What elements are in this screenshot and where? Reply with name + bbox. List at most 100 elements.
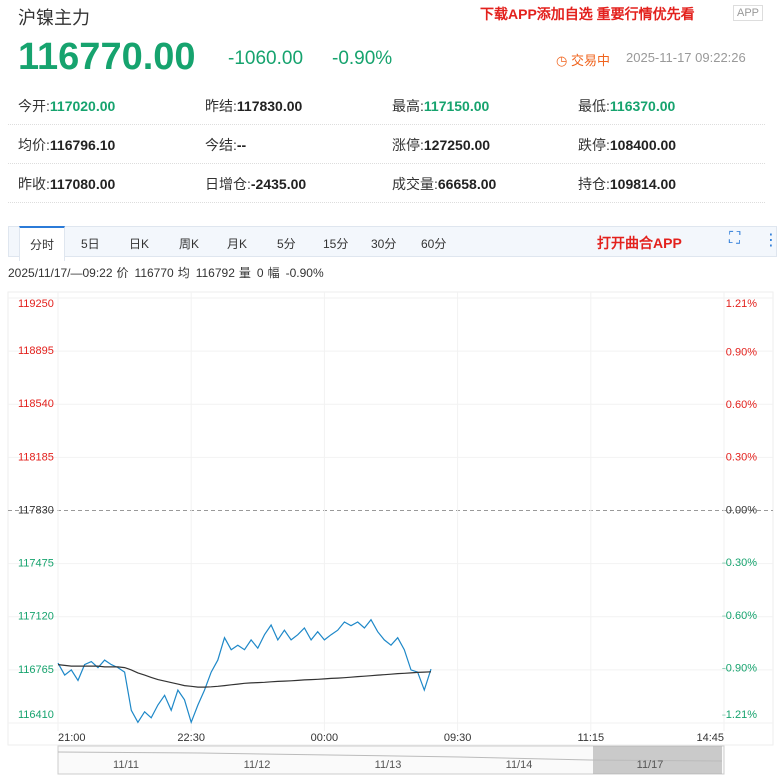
stat-value: 117020.00 [49, 98, 116, 114]
stat-label: 持仓: [578, 176, 610, 192]
stat-value: 66658.00 [437, 176, 497, 192]
stat-value: 117830.00 [236, 98, 303, 114]
navigator-trend [57, 751, 723, 762]
x-tick-label: 09:30 [444, 732, 472, 744]
title: 沪镍主力 [18, 8, 90, 28]
y2-tick-label: 0.30% [726, 452, 757, 464]
tab[interactable]: 5日 [81, 237, 100, 251]
price-line [57, 618, 432, 725]
open-app[interactable]: 打开曲合APP [597, 235, 682, 251]
tab[interactable]: 15分 [323, 237, 349, 251]
y2-tick-label: -0.90% [722, 662, 757, 674]
info-item: 价 [116, 266, 129, 280]
promo[interactable]: 下载APP添加自选 重要行情优先看 [480, 6, 695, 22]
y-tick-label: 116410 [18, 709, 54, 721]
x-tick-label: 14:45 [696, 732, 724, 744]
tab[interactable]: 日K [129, 237, 150, 251]
y-tick-label: 117120 [18, 611, 54, 623]
x-tick-label: 21:00 [58, 732, 86, 744]
info-item: 116792 [195, 266, 235, 280]
stat-value: -- [236, 137, 247, 153]
info-item: -0.90% [285, 266, 324, 280]
stat-value: 117080.00 [49, 176, 116, 192]
tab-bar: 打开曲合APP ⛶ ⋮ 分时 5日 日K 周K 月K 5分 15分 30分 60分 [8, 226, 779, 261]
price: 116770.00 [18, 36, 196, 78]
info-item: 2025/11/17/—09:22 [8, 266, 113, 280]
stat-label: 跌停: [578, 137, 610, 153]
stat-label: 均价: [18, 137, 50, 153]
stat-label: 最低: [578, 98, 610, 114]
y-tick-label: 116765 [18, 664, 54, 676]
stat: 均价:116796.10 [18, 135, 115, 155]
stat-value: 116370.00 [609, 98, 676, 114]
stat: 最高:117150.00 [392, 96, 489, 116]
y-tick-label: 119250 [18, 298, 54, 310]
y2-tick-label: 0.00% [726, 504, 757, 516]
y2-tick-label: -0.30% [722, 557, 757, 569]
change-pct: -0.90% [332, 48, 393, 69]
info-item: 均 [177, 266, 190, 280]
stat-label: 涨停: [392, 137, 424, 153]
stat: 今开:117020.00 [18, 96, 115, 116]
stat-label: 今结: [205, 137, 237, 153]
x-tick-label: 22:30 [177, 732, 205, 744]
y-tick-label: 118185 [18, 451, 54, 463]
info-item: 量 [238, 266, 251, 280]
x-tick-label: 11:15 [577, 732, 604, 744]
fullscreen-icon[interactable]: ⛶ [729, 230, 741, 247]
stat-value: 108400.00 [609, 137, 677, 153]
stat-label: 昨结: [205, 98, 237, 114]
app-badge[interactable]: APP [733, 5, 764, 21]
info-item: 116770 [134, 266, 174, 280]
info-item: 0 [256, 266, 264, 280]
navigator-label: 11/11 [113, 759, 139, 771]
tab[interactable]: 5分 [277, 237, 296, 251]
stat-label: 今开: [18, 98, 50, 114]
y-tick-label: 117475 [18, 558, 54, 570]
y2-tick-label: 1.21% [726, 298, 757, 310]
stat-label: 最高: [392, 98, 424, 114]
stat: 涨停:127250.00 [392, 135, 490, 155]
menu-icon[interactable]: ⋮ [763, 232, 779, 249]
tab[interactable]: 60分 [421, 237, 447, 251]
info-item: 幅 [267, 266, 280, 280]
tab[interactable]: 周K [179, 237, 200, 251]
stat: 今结:-- [205, 135, 246, 155]
stat-value: 116796.10 [49, 137, 116, 153]
navigator-label: 11/17 [637, 759, 664, 771]
stat: 最低:116370.00 [578, 96, 675, 116]
navigator-label: 11/14 [506, 759, 533, 771]
status: ◷ 交易中 [556, 53, 610, 68]
tab[interactable]: 分时 [19, 226, 66, 261]
y-tick-label: 117830 [18, 504, 54, 516]
y2-tick-label: 0.60% [726, 399, 757, 411]
stat: 昨结:117830.00 [205, 96, 302, 116]
tab[interactable]: 30分 [371, 237, 397, 251]
stat-label: 昨收: [18, 176, 50, 192]
stat-value: 127250.00 [423, 137, 491, 153]
average-line [57, 664, 432, 688]
y-tick-label: 118895 [18, 345, 54, 357]
stat-value: 117150.00 [423, 98, 490, 114]
plot-frame [7, 291, 774, 746]
stat-label: 成交量: [392, 176, 438, 192]
stat-value: -2435.00 [250, 176, 307, 192]
y2-tick-label: 0.90% [726, 346, 757, 358]
navigator-label: 11/13 [375, 759, 402, 771]
stat: 日增仓:-2435.00 [205, 174, 306, 194]
status-text: 交易中 [570, 53, 610, 68]
stat: 昨收:117080.00 [18, 174, 115, 194]
datetime: 2025-11-17 09:22:26 [626, 50, 746, 65]
stat-value: 109814.00 [609, 176, 677, 192]
stat-row: 均价:116796.10 今结:-- 涨停:127250.00 跌停:108400.0… [8, 125, 765, 164]
y2-tick-label: -0.60% [722, 610, 757, 622]
y-tick-label: 118540 [18, 398, 54, 410]
info-bar: 2025/11/17/—09:22 价 116770 均 116792 量 0 幅 -0.90% [8, 264, 328, 281]
change: -1060.00 [228, 48, 304, 69]
stat: 持仓:109814.00 [578, 174, 676, 194]
x-tick-label: 00:00 [311, 732, 339, 744]
stat-label: 日增仓: [205, 176, 251, 192]
tab[interactable]: 月K [227, 237, 248, 251]
